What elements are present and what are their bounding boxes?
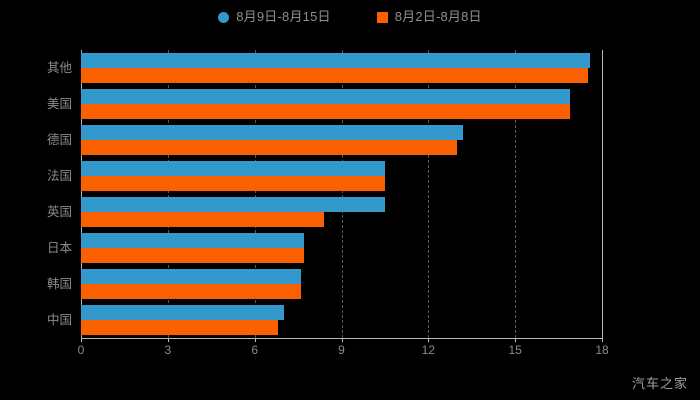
x-tick-label-6: 6 [251, 343, 258, 357]
x-tick-mark-3 [167, 338, 169, 342]
bar-其他-series-2[interactable] [81, 68, 588, 83]
legend-label-series-a: 8月9日-8月15日 [236, 9, 331, 24]
y-axis-labels: 其他美国德国法国英国日本韩国中国 [0, 50, 72, 338]
bar-英国-series-2[interactable] [81, 212, 325, 227]
bar-德国-series-2[interactable] [81, 140, 458, 155]
legend-label-series-b: 8月2日-8月8日 [394, 9, 482, 24]
gridline-0 [81, 50, 82, 338]
y-tick-label-美国: 美国 [46, 97, 72, 111]
x-tick-label-3: 3 [164, 343, 172, 357]
plot-area [81, 50, 603, 338]
y-tick-label-其他: 其他 [46, 61, 72, 75]
gridline-18 [602, 50, 603, 338]
legend-square-marker-icon [376, 11, 388, 23]
y-tick-label-英国: 英国 [46, 205, 72, 219]
bar-英国-series-1[interactable] [81, 197, 385, 212]
bar-日本-series-2[interactable] [81, 248, 304, 263]
y-tick-label-韩国: 韩国 [46, 277, 72, 291]
bar-德国-series-1[interactable] [81, 125, 464, 140]
x-tick-label-12: 12 [421, 343, 436, 357]
x-tick-label-0: 0 [77, 343, 85, 357]
watermark: 汽车之家 [631, 376, 688, 391]
x-tick-mark-12 [428, 338, 430, 342]
bar-日本-series-1[interactable] [81, 233, 304, 248]
gridline-9 [341, 50, 343, 338]
bar-中国-series-2[interactable] [81, 320, 278, 335]
chart-legend: 8月9日-8月15日 8月2日-8月8日 [0, 6, 700, 28]
legend-item-series-a[interactable]: 8月9日-8月15日 [218, 6, 331, 28]
gridline-12 [428, 50, 430, 338]
x-tick-mark-18 [602, 338, 603, 342]
x-tick-mark-0 [81, 338, 82, 342]
x-tick-mark-9 [341, 338, 343, 342]
y-tick-label-德国: 德国 [46, 133, 72, 147]
bar-法国-series-2[interactable] [81, 176, 385, 191]
y-tick-label-中国: 中国 [46, 313, 72, 327]
x-tick-label-15: 15 [508, 343, 522, 357]
x-tick-label-18: 18 [595, 343, 609, 357]
bar-美国-series-2[interactable] [81, 104, 571, 119]
bar-美国-series-1[interactable] [81, 89, 571, 104]
x-tick-label-9: 9 [338, 343, 345, 357]
legend-circle-marker-icon [218, 11, 230, 23]
x-tick-mark-6 [254, 338, 256, 342]
gridlines [81, 50, 603, 338]
gridline-15 [515, 50, 517, 338]
bar-韩国-series-1[interactable] [81, 269, 301, 284]
bar-中国-series-1[interactable] [81, 305, 284, 320]
legend-item-series-b[interactable]: 8月2日-8月8日 [376, 6, 482, 28]
y-tick-label-法国: 法国 [46, 169, 72, 183]
bar-其他-series-1[interactable] [81, 53, 591, 68]
bar-韩国-series-2[interactable] [81, 284, 301, 299]
y-tick-label-日本: 日本 [46, 241, 72, 255]
gridline-3 [167, 50, 169, 338]
bar-法国-series-1[interactable] [81, 161, 385, 176]
x-tick-mark-15 [515, 338, 517, 342]
gridline-6 [254, 50, 256, 338]
